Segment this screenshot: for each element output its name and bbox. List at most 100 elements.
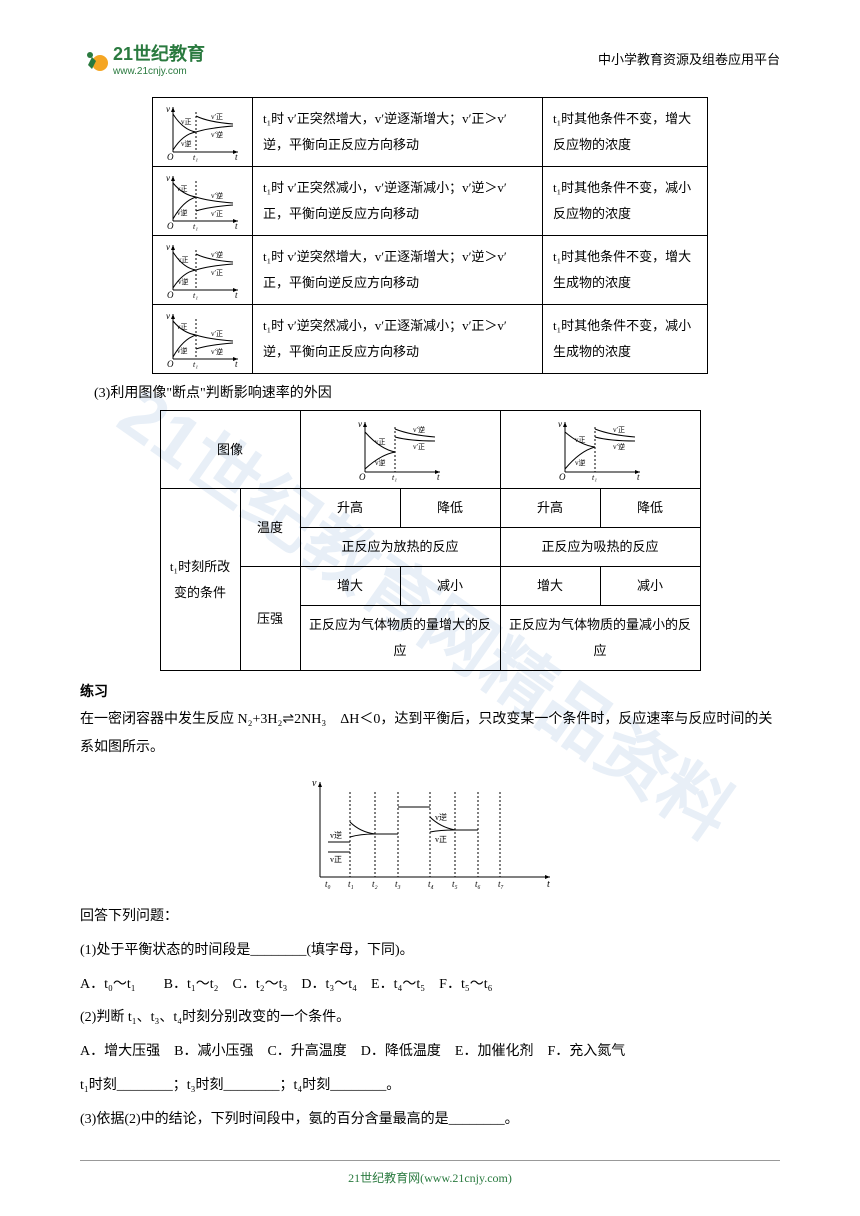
exercise-label: 练习	[80, 681, 780, 701]
graph-cell: vtO t₁ v正 v逆 v′正 v′逆	[153, 98, 253, 167]
data-cell: 减小	[400, 567, 500, 606]
temp-label: 温度	[240, 489, 300, 567]
svg-text:v: v	[558, 419, 562, 429]
rate-table-1: v t O t₁ v正 v逆 v′正 v′逆 t₁时 v′正突然增大，v′逆逐渐增大…	[152, 97, 708, 374]
svg-text:t₇: t₇	[498, 879, 504, 889]
svg-text:t: t	[235, 152, 238, 162]
svg-text:v′逆: v′逆	[211, 130, 223, 139]
press-label: 压强	[240, 567, 300, 671]
svg-text:v逆: v逆	[330, 830, 342, 840]
table-row: 压强 增大 减小 增大 减小	[160, 567, 700, 606]
condition-cell: t₁时其他条件不变，增大反应物的浓度	[543, 98, 708, 167]
svg-text:v正: v正	[181, 118, 192, 126]
svg-text:v正: v正	[575, 436, 586, 444]
description-cell: t₁时 v′正突然减小，v′逆逐渐减小；v′逆＞v′正，平衡向逆反应方向移动	[253, 167, 543, 236]
data-cell: 正反应为吸热的反应	[500, 528, 700, 567]
svg-text:v: v	[166, 173, 170, 183]
time-label: t₁时刻所改变的条件	[160, 489, 240, 671]
section-3-label: (3)利用图像"断点"判断影响速率的外因	[80, 382, 780, 402]
graph-cell: vtO t₁ v正 v逆 v′正 v′逆	[500, 411, 700, 489]
data-cell: 正反应为气体物质的量增大的反应	[300, 606, 500, 671]
svg-text:v逆: v逆	[177, 346, 188, 355]
svg-text:v′正: v′正	[211, 330, 223, 338]
exercise-graph: vt t₀ t₁ t₂ t₃ t₄ t₅ t₆ t₇ v逆 v正 v逆 v正	[300, 772, 560, 892]
logo-icon	[80, 45, 108, 73]
data-cell: 正反应为气体物质的量减小的反应	[500, 606, 700, 671]
data-cell: 增大	[500, 567, 600, 606]
svg-text:v′正: v′正	[211, 113, 223, 121]
table-row: vtO t₁ v正 v逆 v′正 v′逆 t₁时 v′正突然减小，v′逆逐渐减小…	[153, 167, 708, 236]
logo-text-block: 21世纪教育 www.21cnjy.com	[113, 40, 205, 77]
svg-text:v正: v正	[178, 256, 189, 264]
svg-text:v逆: v逆	[575, 458, 586, 467]
exercise-intro: 在一密闭容器中发生反应 N₂+3H₂⇌2NH₃ ΔH＜0，达到平衡后，只改变某一…	[80, 706, 780, 762]
svg-text:t₁: t₁	[193, 222, 198, 231]
svg-text:t₃: t₃	[395, 879, 401, 889]
graph-cell: vtO t₁ v正 v逆 v′逆 v′正	[153, 236, 253, 305]
data-cell: 增大	[300, 567, 400, 606]
svg-text:v′正: v′正	[211, 210, 223, 218]
table-row: vtO t₁ v正 v逆 v′正 v′逆 t₁时 v′逆突然减小，v′正逐渐减小…	[153, 305, 708, 374]
logo-block: 21世纪教育 www.21cnjy.com	[80, 40, 205, 77]
svg-text:v逆: v逆	[177, 208, 188, 217]
page-footer: 21世纪教育网(www.21cnjy.com)	[80, 1160, 780, 1186]
page-header: 21世纪教育 www.21cnjy.com 中小学教育资源及组卷应用平台	[80, 40, 780, 77]
data-cell: 升高	[300, 489, 400, 528]
svg-text:v′正: v′正	[211, 269, 223, 277]
svg-text:v: v	[358, 419, 362, 429]
description-cell: t₁时 v′正突然增大，v′逆逐渐增大；v′正＞v′逆，平衡向正反应方向移动	[253, 98, 543, 167]
svg-text:t: t	[235, 359, 238, 369]
svg-text:v′逆: v′逆	[613, 442, 625, 451]
svg-text:t₁: t₁	[193, 153, 198, 162]
svg-text:t₁: t₁	[193, 291, 198, 300]
svg-text:t₄: t₄	[428, 879, 434, 889]
question-1-options: A．t₀～t₁ B．t₁～t₂ C．t₂～t₃ D．t₃～t₄ E．t₄～t₅ …	[80, 970, 780, 1001]
logo-text: 21世纪教育	[113, 40, 205, 66]
table-row: vtO t₁ v正 v逆 v′正 v′逆 t₁时 v′正突然增大，v′逆逐渐增大…	[153, 98, 708, 167]
image-label: 图像	[160, 411, 300, 489]
rate-table-2: 图像 vtO t₁ v正 v逆 v′逆 v′正 vtO	[160, 410, 701, 671]
description-cell: t₁时 v′逆突然减小，v′正逐渐减小；v′正＞v′逆，平衡向正反应方向移动	[253, 305, 543, 374]
graph-cell: vtO t₁ v正 v逆 v′逆 v′正	[300, 411, 500, 489]
svg-text:v′正: v′正	[613, 426, 625, 434]
svg-text:O: O	[167, 359, 174, 369]
question-3: (3)依据(2)中的结论，下列时间段中，氨的百分含量最高的是________。	[80, 1105, 780, 1136]
data-cell: 降低	[400, 489, 500, 528]
table-row: t₁时刻所改变的条件 温度 升高 降低 升高 降低	[160, 489, 700, 528]
svg-text:t₂: t₂	[372, 879, 378, 889]
svg-text:v: v	[166, 311, 170, 321]
condition-cell: t₁时其他条件不变，减小反应物的浓度	[543, 167, 708, 236]
svg-text:v: v	[166, 104, 170, 114]
logo-url: www.21cnjy.com	[113, 66, 205, 77]
question-2-options: A．增大压强 B．减小压强 C．升高温度 D．降低温度 E．加催化剂 F．充入氮…	[80, 1037, 780, 1068]
svg-text:v′正: v′正	[413, 443, 425, 451]
header-right-text: 中小学教育资源及组卷应用平台	[598, 49, 780, 68]
svg-text:t: t	[235, 221, 238, 231]
svg-text:v逆: v逆	[181, 139, 192, 148]
svg-text:v正: v正	[177, 185, 188, 193]
svg-text:t₁: t₁	[592, 473, 597, 482]
svg-text:v′逆: v′逆	[211, 191, 223, 200]
svg-text:t₁: t₁	[193, 360, 198, 369]
data-cell: 减小	[600, 567, 700, 606]
svg-text:O: O	[559, 472, 566, 482]
svg-text:t₅: t₅	[452, 879, 458, 889]
svg-text:v: v	[312, 778, 317, 789]
svg-text:t₁: t₁	[392, 473, 397, 482]
data-cell: 升高	[500, 489, 600, 528]
svg-text:v正: v正	[330, 855, 342, 864]
svg-text:O: O	[167, 290, 174, 300]
condition-cell: t₁时其他条件不变，减小生成物的浓度	[543, 305, 708, 374]
table-row: vtO t₁ v正 v逆 v′逆 v′正 t₁时 v′逆突然增大，v′正逐渐增大…	[153, 236, 708, 305]
svg-text:v: v	[166, 242, 170, 252]
svg-text:v正: v正	[435, 835, 447, 844]
svg-text:v′逆: v′逆	[413, 425, 425, 434]
svg-text:v′逆: v′逆	[211, 250, 223, 259]
svg-text:t₁: t₁	[348, 879, 354, 889]
condition-cell: t₁时其他条件不变，增大生成物的浓度	[543, 236, 708, 305]
question-2-blanks: t₁时刻________；t₃时刻________；t₄时刻________。	[80, 1071, 780, 1102]
svg-text:t: t	[437, 472, 440, 482]
svg-text:v逆: v逆	[178, 277, 189, 286]
svg-text:v逆: v逆	[435, 812, 447, 822]
graph-cell: vtO t₁ v正 v逆 v′正 v′逆	[153, 305, 253, 374]
